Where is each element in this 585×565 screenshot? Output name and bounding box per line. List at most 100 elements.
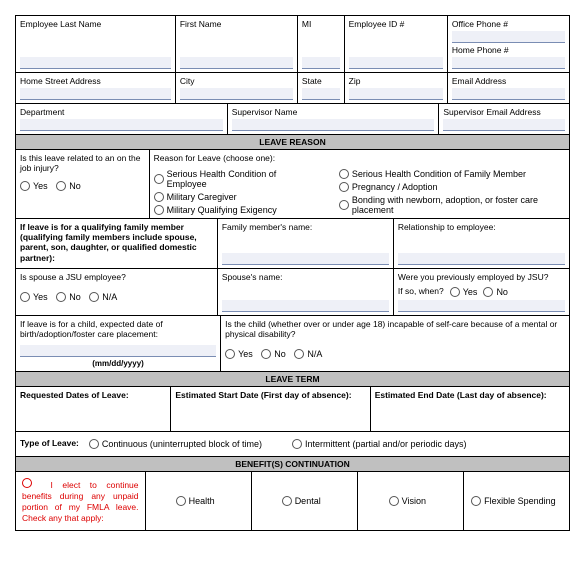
qualifying-cell: If leave is for a qualifying family memb… [16, 219, 218, 268]
end-date-cell: Estimated End Date (Last day of absence)… [371, 387, 569, 431]
spouse-jsu-na[interactable]: N/A [89, 292, 117, 302]
child-row: If leave is for a child, expected date o… [16, 316, 569, 372]
leave-term-header: LEAVE TERM [16, 372, 569, 387]
department-input[interactable] [20, 119, 223, 131]
injury-reason-row: Is this leave related to an on the job i… [16, 150, 569, 219]
selfcare-na[interactable]: N/A [294, 349, 322, 359]
leave-reason-header: LEAVE REASON [16, 135, 569, 150]
supervisor-email-label: Supervisor Email Address [443, 107, 565, 117]
requested-cell: Requested Dates of Leave: [16, 387, 171, 431]
spouse-name-input[interactable] [222, 300, 389, 312]
reason-bonding[interactable]: Bonding with newborn, adoption, or foste… [339, 195, 559, 215]
child-date-input[interactable] [20, 345, 216, 357]
state-cell: State [298, 73, 345, 103]
benefit-flexible[interactable]: Flexible Spending [471, 496, 556, 506]
zip-input[interactable] [349, 88, 443, 100]
mi-input[interactable] [302, 57, 340, 69]
selfcare-no[interactable]: No [261, 349, 286, 359]
street-input[interactable] [20, 88, 171, 100]
prev-employed-cell: Were you previously employed by JSU? If … [394, 269, 569, 315]
reason-military-caregiver[interactable]: Military Caregiver [154, 192, 303, 202]
zip-label: Zip [349, 76, 443, 86]
injury-no[interactable]: No [56, 181, 81, 191]
benefit-vision[interactable]: Vision [389, 496, 426, 506]
state-input[interactable] [302, 88, 340, 100]
benefits-row: I elect to continue benefits during any … [16, 472, 569, 530]
family-name-cell: Family member's name: [218, 219, 394, 268]
street-cell: Home Street Address [16, 73, 176, 103]
prev-yes[interactable]: Yes [450, 287, 478, 297]
prev-when-input[interactable] [398, 300, 565, 312]
spouse-name-cell: Spouse's name: [218, 269, 394, 315]
injury-cell: Is this leave related to an on the job i… [16, 150, 150, 218]
requested-label: Requested Dates of Leave: [20, 390, 166, 400]
employee-row-2: Home Street Address City State Zip Email… [16, 73, 569, 104]
state-label: State [302, 76, 340, 86]
home-phone-input[interactable] [452, 57, 565, 69]
employee-row-3: Department Supervisor Name Supervisor Em… [16, 104, 569, 135]
city-input[interactable] [180, 88, 293, 100]
reason-military-exigency[interactable]: Military Qualifying Exigency [154, 205, 303, 215]
home-phone-label: Home Phone # [452, 45, 565, 55]
relationship-cell: Relationship to employee: [394, 219, 569, 268]
type-continuous[interactable]: Continuous (uninterrupted block of time) [89, 439, 262, 449]
employee-row-1: Employee Last Name First Name MI Employe… [16, 16, 569, 73]
child-date-cell: If leave is for a child, expected date o… [16, 316, 221, 371]
benefit-health-cell: Health [146, 472, 252, 530]
supervisor-email-input[interactable] [443, 119, 565, 131]
last-name-input[interactable] [20, 57, 171, 69]
reason-pregnancy[interactable]: Pregnancy / Adoption [339, 182, 559, 192]
if-so-when-label: If so, when? [398, 286, 444, 296]
benefit-health[interactable]: Health [176, 496, 215, 506]
prev-no[interactable]: No [483, 287, 508, 297]
first-name-label: First Name [180, 19, 293, 29]
start-date-label: Estimated Start Date (First day of absen… [175, 390, 365, 400]
spouse-jsu-no[interactable]: No [56, 292, 81, 302]
selfcare-yes[interactable]: Yes [225, 349, 253, 359]
spouse-row: Is spouse a JSU employee? Yes No N/A Spo… [16, 269, 569, 316]
email-label: Email Address [452, 76, 565, 86]
city-label: City [180, 76, 293, 86]
spouse-jsu-cell: Is spouse a JSU employee? Yes No N/A [16, 269, 218, 315]
benefit-dental[interactable]: Dental [282, 496, 321, 506]
phone-cell: Office Phone # Home Phone # [448, 16, 569, 72]
department-label: Department [20, 107, 223, 117]
spouse-jsu-label: Is spouse a JSU employee? [20, 272, 213, 282]
street-label: Home Street Address [20, 76, 171, 86]
family-name-input[interactable] [222, 253, 389, 265]
dates-row: Requested Dates of Leave: Estimated Star… [16, 387, 569, 432]
email-input[interactable] [452, 88, 565, 100]
start-date-cell: Estimated Start Date (First day of absen… [171, 387, 370, 431]
type-intermittent[interactable]: Intermittent (partial and/or periodic da… [292, 439, 467, 449]
supervisor-name-input[interactable] [232, 119, 435, 131]
reason-family-health[interactable]: Serious Health Condition of Family Membe… [339, 169, 559, 179]
mi-label: MI [302, 19, 340, 29]
employee-id-label: Employee ID # [349, 19, 443, 29]
city-cell: City [176, 73, 298, 103]
benefit-vision-cell: Vision [358, 472, 464, 530]
relationship-label: Relationship to employee: [398, 222, 565, 232]
office-phone-input[interactable] [452, 31, 565, 43]
child-date-label: If leave is for a child, expected date o… [20, 319, 216, 339]
date-format-hint: (mm/dd/yyyy) [20, 359, 216, 368]
benefits-header: BENEFIT(S) CONTINUATION [16, 457, 569, 472]
type-label: Type of Leave: [20, 438, 79, 448]
injury-yes[interactable]: Yes [20, 181, 48, 191]
mi-cell: MI [298, 16, 345, 72]
reason-employee-health[interactable]: Serious Health Condition of Employee [154, 169, 303, 189]
employee-id-input[interactable] [349, 57, 443, 69]
elect-radio[interactable] [22, 478, 35, 488]
department-cell: Department [16, 104, 228, 134]
injury-label: Is this leave related to an on the job i… [20, 153, 145, 173]
reason-label: Reason for Leave (choose one): [154, 153, 565, 163]
family-name-label: Family member's name: [222, 222, 389, 232]
supervisor-name-cell: Supervisor Name [228, 104, 440, 134]
first-name-input[interactable] [180, 57, 293, 69]
type-cell: Type of Leave: Continuous (uninterrupted… [16, 432, 569, 456]
relationship-input[interactable] [398, 253, 565, 265]
elect-text: I elect to continue benefits during any … [22, 480, 139, 523]
leave-form: Employee Last Name First Name MI Employe… [15, 15, 570, 531]
reason-cell: Reason for Leave (choose one): Serious H… [150, 150, 569, 218]
zip-cell: Zip [345, 73, 448, 103]
spouse-jsu-yes[interactable]: Yes [20, 292, 48, 302]
